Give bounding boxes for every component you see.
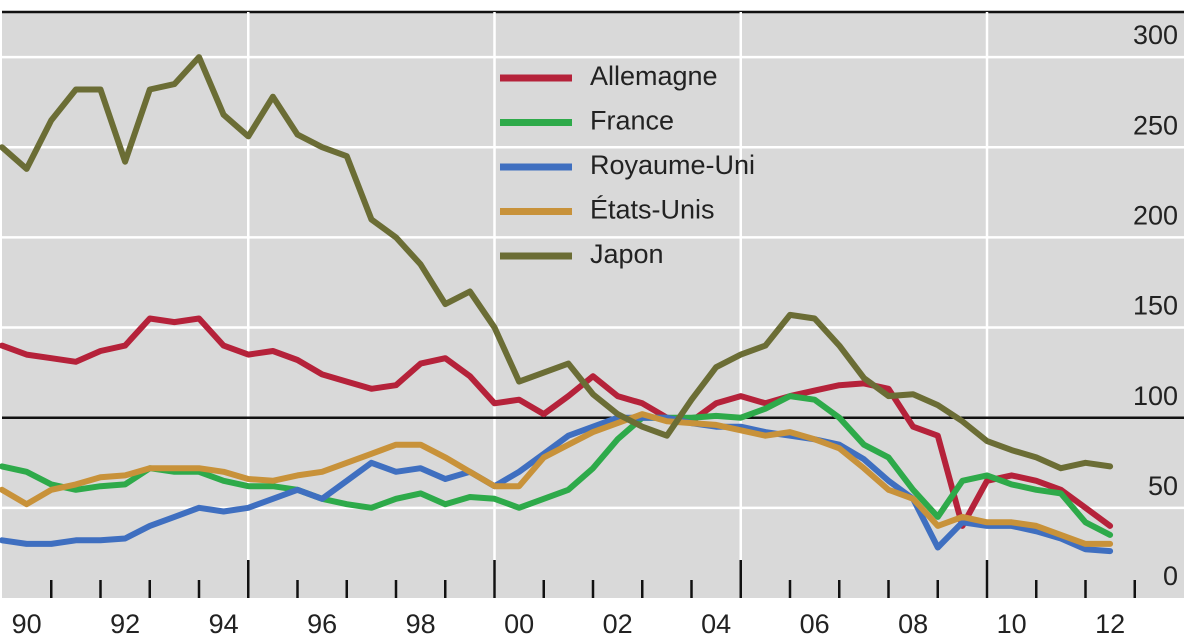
x-tick-label: 08 [898,609,928,639]
y-tick-label: 50 [1148,471,1178,501]
x-tick-label: 02 [603,609,633,639]
y-tick-label: 0 [1163,561,1178,591]
legend-label: Allemagne [590,61,718,91]
y-tick-label: 200 [1133,201,1178,231]
series-line [0,393,1114,538]
x-tick-label: 00 [504,609,534,639]
y-tick-label: 150 [1133,291,1178,321]
y-tick-label: 300 [1133,20,1178,50]
x-tick-label: 96 [307,609,337,639]
x-tick-label: 10 [997,609,1027,639]
x-tick-label: 12 [1095,609,1125,639]
legend-label: États-Unis [590,195,715,225]
series-line [0,54,1114,472]
legend-label: Japon [590,239,664,269]
x-tick-label: 94 [209,609,239,639]
series-line [0,414,1114,555]
plot-background [2,12,1184,598]
y-tick-label: 250 [1133,110,1178,140]
series-line [0,411,1114,547]
y-tick-label: 100 [1133,381,1178,411]
x-tick-label: 04 [701,609,731,639]
legend-label: Royaume-Uni [590,150,755,180]
series-line [0,315,1114,529]
x-tick-label: 98 [406,609,436,639]
x-tick-label: 92 [110,609,140,639]
legend-label: France [590,106,674,136]
x-tick-label: 90 [12,609,42,639]
x-tick-label: 06 [800,609,830,639]
